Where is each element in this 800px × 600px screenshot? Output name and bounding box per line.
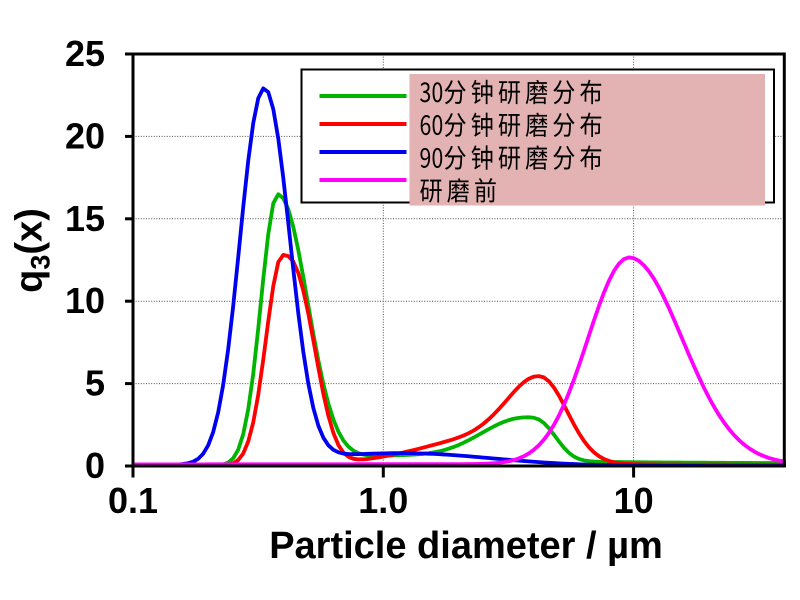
plot-frame xyxy=(131,52,786,468)
curve-30min xyxy=(131,192,786,468)
legend-glyph xyxy=(498,146,521,170)
legend-glyph xyxy=(475,178,496,203)
legend-glyph xyxy=(498,81,521,105)
y-title-rest: (x) xyxy=(9,208,51,254)
legend-glyph xyxy=(471,112,493,137)
legend-glyph xyxy=(420,115,431,136)
y-tick-label-10: 10 xyxy=(65,280,105,321)
y-tick-label-25: 25 xyxy=(65,33,105,74)
x-axis-title: Particle diameter / µm xyxy=(269,525,663,567)
legend-glyph xyxy=(525,145,548,170)
legend-glyph xyxy=(444,113,466,137)
legend-glyph xyxy=(580,112,602,137)
legend-label-0 xyxy=(420,79,602,105)
legend-label-2 xyxy=(420,145,602,170)
legend-glyph xyxy=(580,145,602,170)
legend-glyph xyxy=(580,79,602,105)
legend-glyph xyxy=(553,80,575,105)
legend-glyph xyxy=(498,113,521,138)
legend-glyph xyxy=(525,112,548,137)
y-title-base: q xyxy=(9,270,51,293)
y-tick-label-0: 0 xyxy=(85,445,105,486)
legend-glyph xyxy=(553,145,575,170)
legend-glyph xyxy=(444,145,466,170)
curve-60min xyxy=(131,252,786,468)
y-tick-label-15: 15 xyxy=(65,198,105,239)
legend xyxy=(300,68,775,206)
legend-glyph xyxy=(420,82,431,103)
legend-highlight-overlay xyxy=(409,74,765,206)
legend-glyph xyxy=(447,178,469,203)
legend-glyph xyxy=(444,80,466,105)
axis-ticks xyxy=(125,52,636,478)
x-tick-label-1.0: 1.0 xyxy=(358,480,408,521)
legend-glyph xyxy=(553,113,575,137)
y-title-subscript: 3 xyxy=(26,255,56,270)
legend-label-3 xyxy=(420,178,496,203)
y-tick-label-5: 5 xyxy=(85,363,105,404)
curve-before xyxy=(131,255,786,467)
legend-glyph xyxy=(471,145,493,170)
legend-glyph xyxy=(471,79,493,105)
legend-glyph xyxy=(420,147,431,168)
x-tick-label-10: 10 xyxy=(614,480,654,521)
y-tick-label-20: 20 xyxy=(65,115,105,156)
tick-labels: 0.1 1.0 10 0 5 10 15 20 25 xyxy=(65,33,654,521)
legend-label-1 xyxy=(420,112,602,138)
legend-glyph xyxy=(420,179,442,203)
y-axis-title: q3(x) xyxy=(9,208,56,293)
legend-glyph xyxy=(525,79,548,105)
x-tick-label-0.1: 0.1 xyxy=(108,480,158,521)
